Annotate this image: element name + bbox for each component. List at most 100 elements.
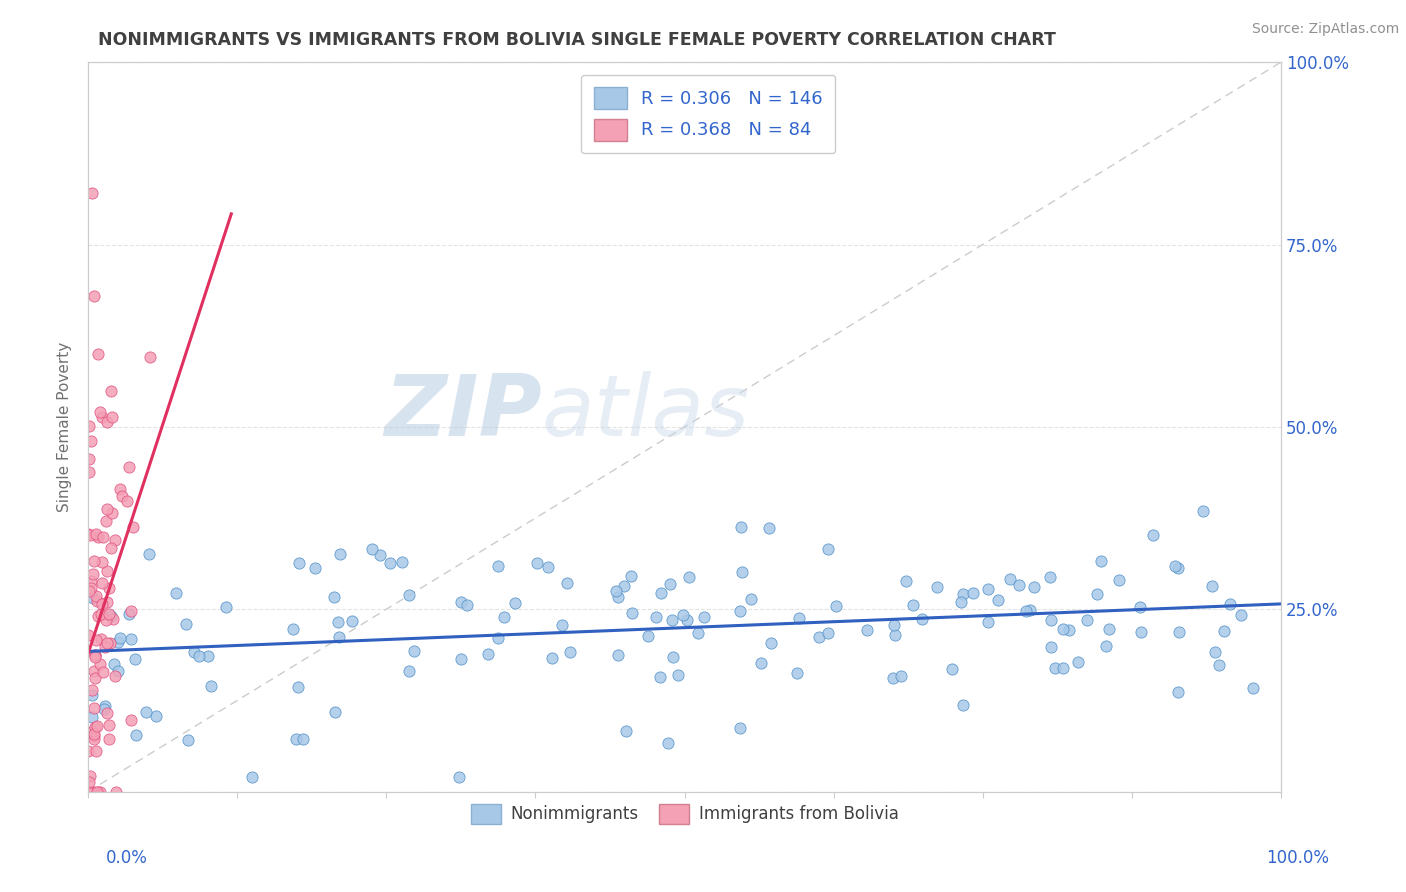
Point [551, 618, 574, 632]
Point [1008, 578, 1031, 592]
Point [240, 770, 263, 784]
Point [817, 625, 839, 640]
Point [287, 557, 309, 571]
Point [174, 616, 197, 631]
Point [607, 590, 630, 604]
Point [84, 527, 107, 541]
Point [79, 581, 101, 595]
Point [657, 736, 679, 750]
Point [86, 609, 108, 624]
Point [447, 770, 470, 784]
Point [100, 541, 122, 555]
Point [281, 622, 304, 636]
Point [96, 415, 118, 429]
Point [79, 527, 101, 541]
Point [1015, 604, 1038, 618]
Point [122, 520, 145, 534]
Point [100, 609, 122, 624]
Point [86, 784, 108, 798]
Point [77, 784, 100, 798]
Point [107, 635, 129, 649]
Text: atlas: atlas [541, 371, 749, 454]
Point [987, 593, 1010, 607]
Point [1039, 640, 1062, 654]
Point [620, 569, 643, 583]
Point [1142, 528, 1164, 542]
Point [1085, 587, 1108, 601]
Point [650, 670, 672, 684]
Point [787, 610, 810, 624]
Point [477, 647, 499, 661]
Point [86, 594, 108, 608]
Point [558, 645, 581, 659]
Point [86, 633, 108, 648]
Point [80, 710, 103, 724]
Point [82, 566, 104, 581]
Point [110, 631, 132, 645]
Point [120, 714, 142, 728]
Point [80, 784, 103, 798]
Point [688, 626, 710, 640]
Point [606, 648, 628, 663]
Point [79, 784, 101, 798]
Point [456, 598, 478, 612]
Point [1094, 639, 1116, 653]
Point [89, 784, 111, 798]
Point [1076, 614, 1098, 628]
Point [450, 651, 472, 665]
Point [215, 600, 238, 615]
Point [949, 595, 972, 609]
Point [398, 664, 420, 678]
Point [952, 698, 974, 713]
Point [93, 702, 115, 716]
Point [110, 482, 132, 496]
Point [135, 705, 157, 719]
Point [1098, 623, 1121, 637]
Point [1167, 625, 1189, 640]
Point [120, 632, 142, 646]
Point [80, 574, 103, 589]
Point [103, 657, 125, 672]
Point [1090, 554, 1112, 568]
Text: Source: ZipAtlas.com: Source: ZipAtlas.com [1251, 22, 1399, 37]
Point [96, 635, 118, 649]
Point [304, 560, 326, 574]
Point [107, 664, 129, 678]
Point [97, 581, 120, 595]
Point [77, 419, 100, 434]
Point [644, 610, 666, 624]
Point [89, 405, 111, 419]
Text: 0.0%: 0.0% [105, 849, 148, 867]
Point [79, 768, 101, 782]
Point [101, 410, 124, 425]
Point [1052, 623, 1074, 637]
Point [1213, 624, 1236, 638]
Point [526, 556, 548, 570]
Point [165, 586, 187, 600]
Point [96, 501, 118, 516]
Point [94, 699, 117, 714]
Point [82, 591, 104, 606]
Point [98, 607, 121, 622]
Point [77, 527, 100, 541]
Point [96, 706, 118, 720]
Point [925, 580, 948, 594]
Point [486, 559, 509, 574]
Point [749, 656, 772, 670]
Point [105, 784, 128, 798]
Point [291, 731, 314, 746]
Point [83, 701, 105, 715]
Point [1201, 579, 1223, 593]
Point [855, 623, 877, 637]
Legend: Nonimmigrants, Immigrants from Bolivia: Nonimmigrants, Immigrants from Bolivia [464, 797, 905, 830]
Point [90, 607, 112, 622]
Point [557, 576, 579, 591]
Point [84, 589, 107, 603]
Point [758, 520, 780, 534]
Point [378, 556, 401, 570]
Point [391, 555, 413, 569]
Point [138, 548, 160, 562]
Point [200, 679, 222, 693]
Point [883, 618, 905, 632]
Point [911, 612, 934, 626]
